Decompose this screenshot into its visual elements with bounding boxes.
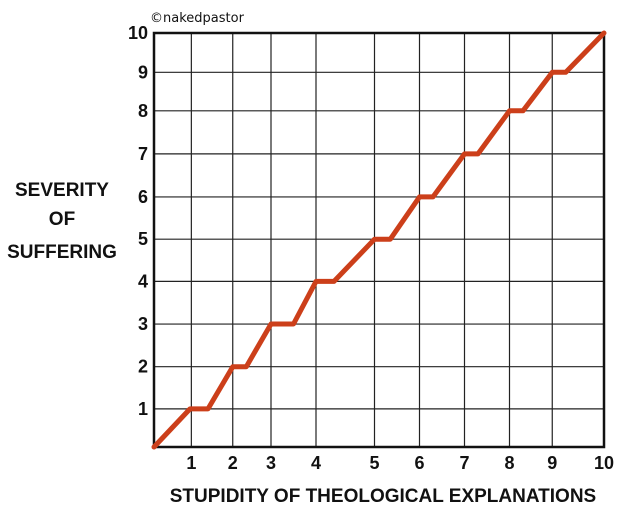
copyright-watermark: ©nakedpastor <box>150 11 245 26</box>
x-tick-label-1: 1 <box>186 453 196 473</box>
grid <box>154 32 605 447</box>
x-tick-label-6: 6 <box>414 453 424 473</box>
x-tick-label-10: 10 <box>594 453 614 473</box>
plot-frame <box>152 31 606 449</box>
y-tick-label-10: 10 <box>128 23 148 43</box>
y-tick-label-8: 8 <box>138 101 148 121</box>
y-tick-label-5: 5 <box>138 229 148 249</box>
series-line-severity <box>151 30 607 450</box>
y-tick-labels: 1 2 3 4 5 6 7 8 9 10 <box>128 23 148 419</box>
y-axis-title-line-3: SUFFERING <box>7 242 117 263</box>
y-tick-label-1: 1 <box>138 399 148 419</box>
x-tick-label-4: 4 <box>311 453 321 473</box>
y-axis-title-line-1: SEVERITY <box>15 180 109 201</box>
x-tick-label-9: 9 <box>547 453 557 473</box>
y-tick-label-6: 6 <box>138 187 148 207</box>
x-tick-label-2: 2 <box>228 453 238 473</box>
x-tick-label-5: 5 <box>369 453 379 473</box>
y-tick-label-7: 7 <box>138 144 148 164</box>
y-tick-label-2: 2 <box>138 357 148 377</box>
y-tick-label-3: 3 <box>138 314 148 334</box>
x-tick-label-3: 3 <box>266 453 276 473</box>
x-tick-labels: 1 2 3 4 5 6 7 8 9 10 <box>186 453 614 473</box>
x-axis-title: STUPIDITY OF THEOLOGICAL EXPLANATIONS <box>170 486 596 507</box>
y-tick-label-4: 4 <box>138 271 148 291</box>
y-tick-label-9: 9 <box>138 62 148 82</box>
x-tick-label-8: 8 <box>504 453 514 473</box>
x-tick-label-7: 7 <box>459 453 469 473</box>
y-axis-title-line-2: OF <box>49 209 75 230</box>
y-axis-title: SEVERITY OF SUFFERING <box>7 180 117 263</box>
